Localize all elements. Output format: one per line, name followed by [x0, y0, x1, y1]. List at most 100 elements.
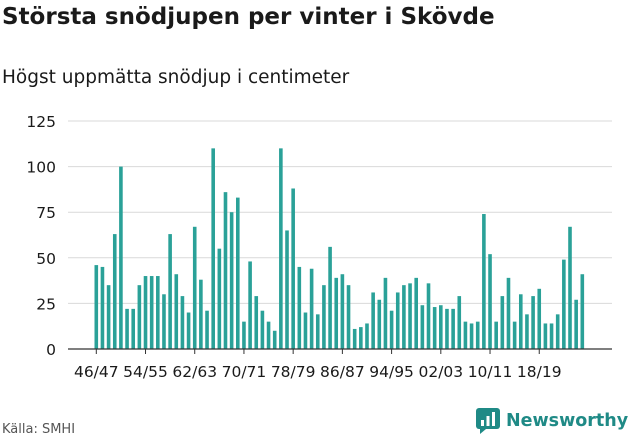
y-tick-label: 0: [46, 341, 56, 359]
bar: [568, 226, 572, 349]
x-tick-label: 10/11: [468, 363, 513, 381]
bar: [580, 274, 585, 349]
x-tick-label: 70/71: [222, 363, 267, 381]
bar: [322, 285, 326, 349]
bar: [482, 214, 486, 349]
bar: [254, 296, 259, 349]
bar: [229, 212, 234, 349]
bar: [377, 299, 382, 349]
y-tick-label: 100: [26, 159, 56, 177]
bar: [236, 197, 240, 349]
bar: [199, 279, 203, 349]
bar: [174, 274, 179, 349]
bar: [211, 148, 215, 349]
x-tick-label: 94/95: [369, 363, 414, 381]
bar: [309, 268, 314, 349]
bar: [94, 265, 99, 349]
bar: [242, 321, 246, 349]
bar: [518, 294, 523, 349]
bar: [119, 166, 123, 349]
y-tick-label: 50: [36, 250, 56, 268]
bar: [112, 234, 117, 349]
bar: [506, 277, 511, 349]
bar: [371, 292, 375, 349]
y-tick-label: 25: [36, 295, 56, 313]
bar: [168, 234, 172, 349]
x-tick-label: 62/63: [172, 363, 217, 381]
y-tick-label: 75: [36, 204, 56, 222]
newsworthy-brand: Newsworthy: [476, 408, 628, 434]
bar: [457, 296, 462, 349]
bar: [365, 323, 369, 349]
bar: [469, 323, 474, 349]
snow-depth-bar-chart: 0 25 50 75 100 125 46/47 54/55 62/63 70/71 78/79 86…: [26, 113, 612, 381]
bar: [266, 321, 271, 349]
x-tick-label: 54/55: [123, 363, 168, 381]
bar: [408, 283, 412, 349]
bar: [328, 246, 332, 349]
x-tick-label: 46/47: [74, 363, 119, 381]
bar: [555, 314, 560, 349]
bar: [156, 276, 160, 349]
bar: [192, 226, 197, 349]
bar: [395, 292, 400, 349]
bar: [334, 277, 339, 349]
bar: [352, 328, 357, 349]
source-note: Källa: SMHI: [2, 422, 76, 437]
chart-subtitle: Högst uppmätta snödjup i centimeter: [2, 67, 350, 88]
bar: [414, 277, 418, 349]
bar: [500, 296, 505, 349]
bar: [186, 312, 191, 349]
bar: [272, 330, 277, 349]
bar: [137, 285, 142, 349]
bar: [291, 188, 295, 349]
bar: [279, 148, 283, 349]
bar: [426, 283, 431, 349]
bar: [346, 285, 351, 349]
bar: [340, 274, 345, 349]
bar: [205, 310, 209, 349]
bar: [537, 288, 542, 349]
brand-name: Newsworthy: [506, 411, 629, 431]
bar: [451, 308, 455, 349]
bar: [402, 285, 406, 349]
bar: [525, 314, 529, 349]
bar: [162, 294, 166, 349]
bar: [512, 321, 517, 349]
bar: [494, 321, 498, 349]
bar: [359, 327, 363, 349]
newsworthy-logo-icon: [476, 408, 500, 434]
bar: [383, 277, 388, 349]
bar: [149, 276, 154, 349]
x-tick-label: 78/79: [271, 363, 316, 381]
bar: [432, 307, 437, 349]
chart-title: Största snödjupen per vinter i Skövde: [2, 4, 495, 30]
bar: [106, 285, 111, 349]
bar: [125, 308, 129, 349]
bar: [248, 261, 252, 349]
bar: [143, 276, 148, 349]
bar: [543, 323, 548, 349]
bar: [463, 321, 468, 349]
bar: [297, 266, 302, 349]
x-tick-label: 86/87: [320, 363, 365, 381]
bar: [531, 296, 535, 349]
bar: [475, 321, 480, 349]
bar: [285, 230, 289, 349]
bar: [389, 310, 394, 349]
bar: [315, 314, 320, 349]
bar: [439, 305, 443, 349]
bar: [217, 248, 222, 349]
bar: [420, 305, 425, 349]
bar: [488, 254, 492, 349]
x-tick-label: 18/19: [517, 363, 562, 381]
bar: [303, 312, 308, 349]
y-tick-label: 125: [26, 113, 56, 131]
bar: [445, 308, 449, 349]
bar: [223, 192, 228, 349]
bar: [260, 310, 265, 349]
x-tick-label: 02/03: [418, 363, 463, 381]
bar: [562, 259, 566, 349]
bar: [180, 296, 185, 349]
bar: [100, 266, 105, 349]
